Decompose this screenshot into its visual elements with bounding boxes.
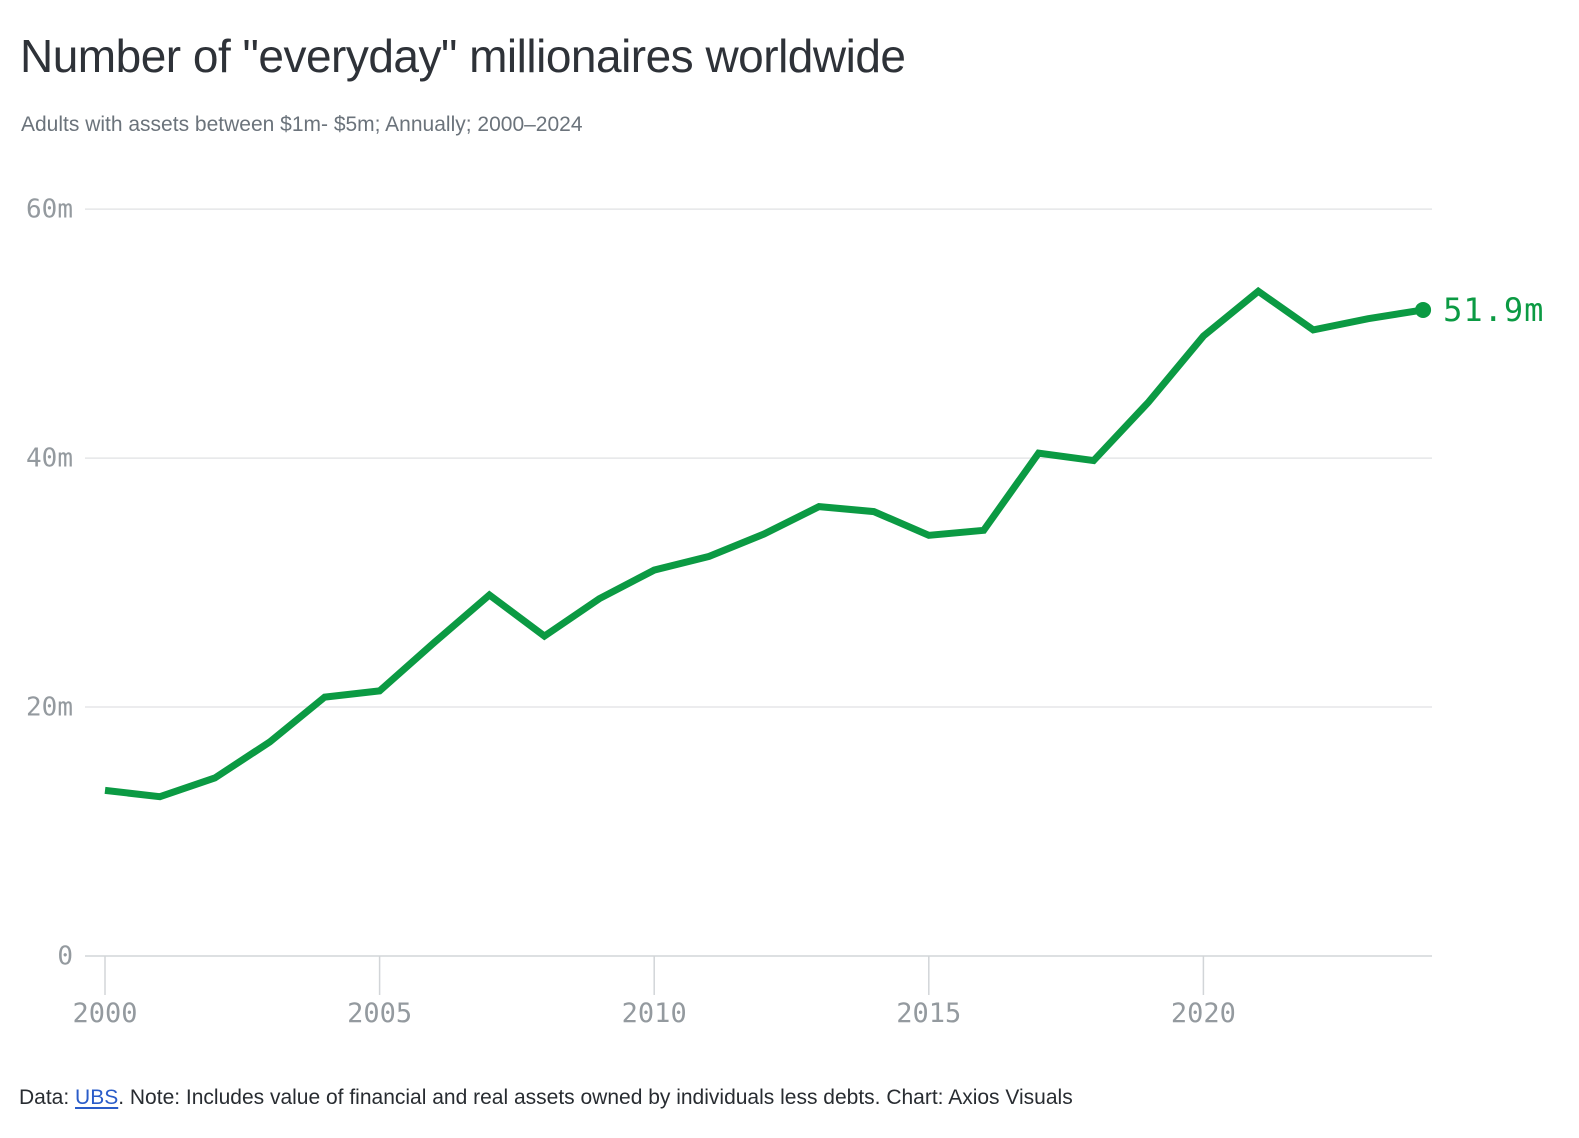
x-axis-tick-label: 2000 <box>72 998 137 1029</box>
y-axis-tick-label: 20m <box>26 693 73 723</box>
y-axis-tick-label: 40m <box>26 444 73 474</box>
x-axis-tick-label: 2020 <box>1171 998 1236 1029</box>
x-axis-tick-label: 2015 <box>896 998 961 1029</box>
end-value-label: 51.9m <box>1443 291 1544 329</box>
source-prefix: Data: <box>19 1086 76 1109</box>
source-note: Data: UBS. Note: Includes value of finan… <box>19 1086 1073 1110</box>
source-suffix: . Note: Includes value of financial and … <box>118 1086 1073 1109</box>
x-axis-tick-label: 2010 <box>622 998 687 1029</box>
ubs-link[interactable]: UBS <box>75 1086 119 1109</box>
end-point-dot <box>1415 301 1432 318</box>
x-axis-tick-label: 2005 <box>347 998 412 1029</box>
chart-subtitle: Adults with assets between $1m- $5m; Ann… <box>21 113 583 136</box>
y-axis-tick-label: 0 <box>57 942 73 972</box>
millionaires-trend-line <box>104 286 1424 801</box>
page-title: Number of "everyday" millionaires worldw… <box>20 30 906 82</box>
y-axis-tick-label: 60m <box>26 195 73 225</box>
